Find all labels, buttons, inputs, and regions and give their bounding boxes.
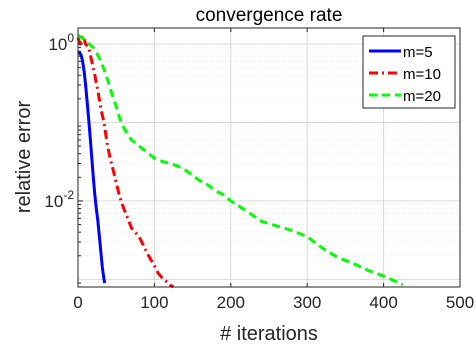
series-line-m-10 (76, 33, 175, 289)
x-tick-label: 0 (73, 293, 82, 312)
x-axis-label: # iterations (220, 323, 318, 345)
series-line-m-5 (77, 50, 107, 284)
y-axis-ticks: 100 10-2 (44, 31, 83, 284)
chart-title: convergence rate (196, 5, 343, 26)
series-line-m-20 (77, 33, 404, 287)
plot-area-frame (77, 27, 461, 288)
legend-label: m=20 (403, 88, 441, 105)
y-axis-label: relative error (13, 101, 35, 214)
x-tick-label: 300 (293, 293, 321, 312)
x-axis-ticks: 0 100 200 300 400 500 (73, 28, 474, 312)
legend: m=5 m=10 m=20 (362, 35, 456, 109)
x-tick-label: 400 (369, 293, 397, 312)
x-tick-label: 500 (446, 293, 474, 312)
y-tick-label: 100 (48, 31, 74, 54)
legend-box (362, 35, 456, 109)
legend-label: m=5 (403, 44, 433, 61)
legend-label: m=10 (403, 66, 441, 83)
series-layer (76, 33, 404, 289)
x-tick-label: 200 (217, 293, 245, 312)
x-tick-label: 100 (140, 293, 168, 312)
y-tick-label: 10-2 (44, 188, 74, 211)
